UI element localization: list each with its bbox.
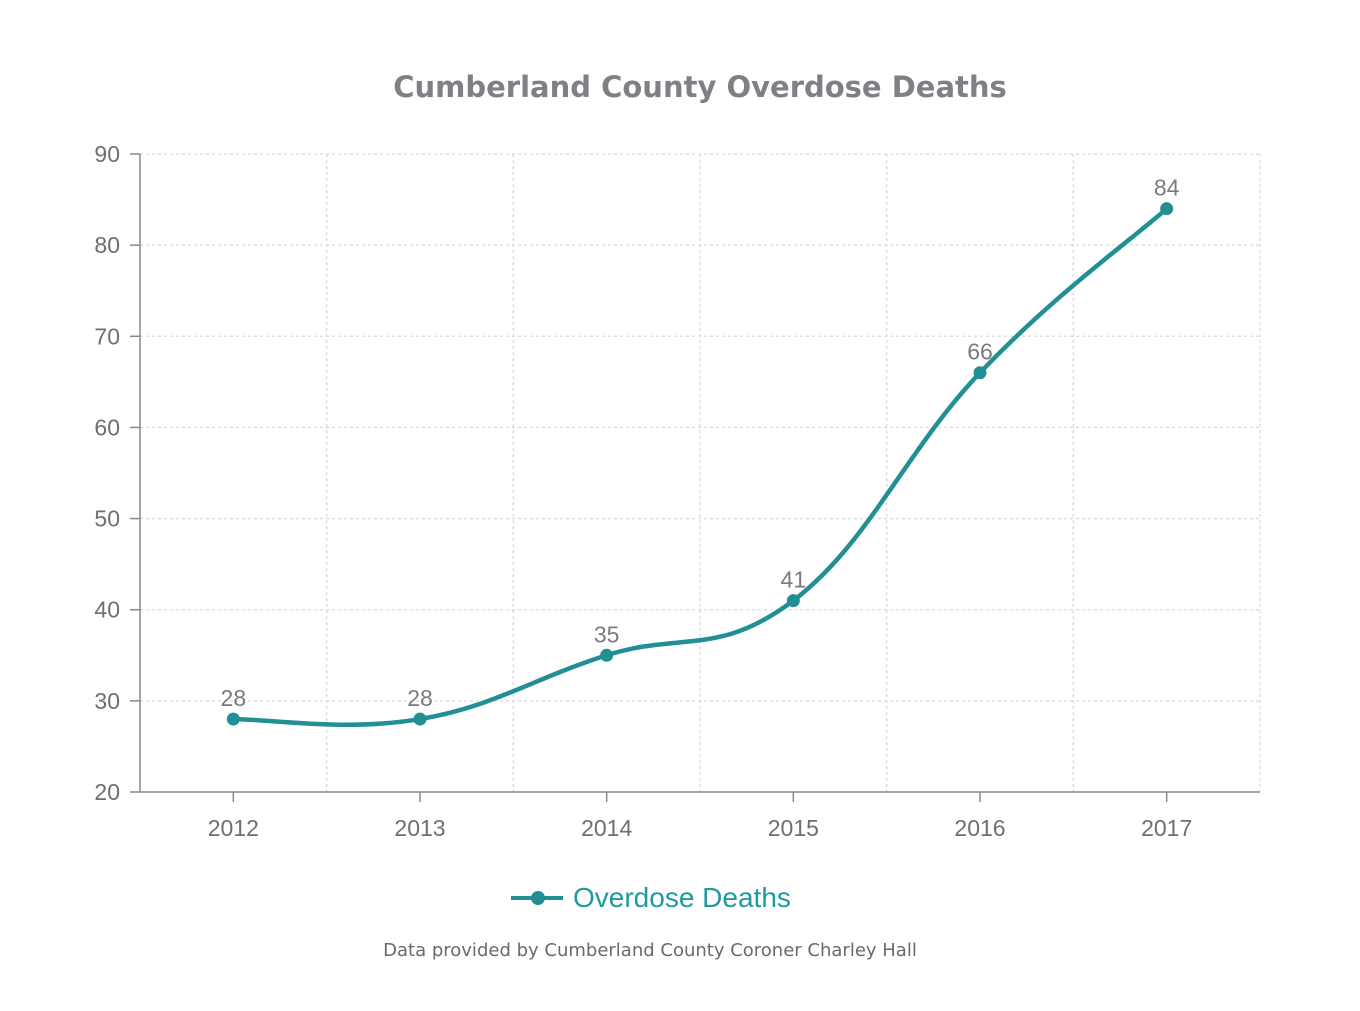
y-tick-label: 30 bbox=[94, 688, 120, 714]
legend-label: Overdose Deaths bbox=[573, 882, 791, 913]
chart-title: Cumberland County Overdose Deaths bbox=[393, 70, 1007, 104]
x-tick-label: 2012 bbox=[208, 815, 259, 841]
y-tick-label: 80 bbox=[94, 232, 120, 258]
data-label: 28 bbox=[407, 685, 433, 711]
y-tick-label: 90 bbox=[94, 141, 120, 167]
line-chart: 20 30 40 50 60 70 80 90 2012 2013 2014 2015 2016 2017… bbox=[94, 141, 1261, 841]
data-label: 84 bbox=[1154, 175, 1180, 201]
data-label: 35 bbox=[594, 621, 620, 647]
y-tick-label: 20 bbox=[94, 779, 120, 805]
x-tick-label: 2015 bbox=[768, 815, 819, 841]
axis-layer: 20 30 40 50 60 70 80 90 2012 2013 2014 2015 2016 2017 bbox=[94, 141, 1260, 841]
label-layer: 28 28 35 41 66 84 bbox=[221, 175, 1180, 711]
series-layer bbox=[226, 202, 1174, 727]
x-tick-label: 2017 bbox=[1141, 815, 1192, 841]
data-point-marker bbox=[413, 712, 427, 726]
x-tick-label: 2014 bbox=[581, 815, 632, 841]
y-tick-label: 70 bbox=[94, 323, 120, 349]
data-label: 28 bbox=[221, 685, 247, 711]
data-point-marker bbox=[973, 366, 987, 380]
data-point-marker bbox=[600, 648, 614, 662]
y-tick-label: 60 bbox=[94, 414, 120, 440]
x-tick-label: 2016 bbox=[954, 815, 1005, 841]
legend[interactable]: Overdose Deaths bbox=[510, 876, 791, 920]
data-label: 41 bbox=[781, 567, 807, 593]
data-label: 66 bbox=[967, 339, 993, 365]
data-point-marker bbox=[226, 712, 240, 726]
data-point-marker bbox=[1160, 202, 1174, 216]
source-note: Data provided by Cumberland County Coron… bbox=[383, 940, 917, 961]
x-tick-label: 2013 bbox=[394, 815, 445, 841]
grid-layer bbox=[140, 153, 1261, 792]
legend-marker-icon bbox=[510, 876, 564, 920]
y-tick-label: 50 bbox=[94, 506, 120, 532]
y-tick-label: 40 bbox=[94, 597, 120, 623]
data-point-marker bbox=[786, 594, 800, 608]
